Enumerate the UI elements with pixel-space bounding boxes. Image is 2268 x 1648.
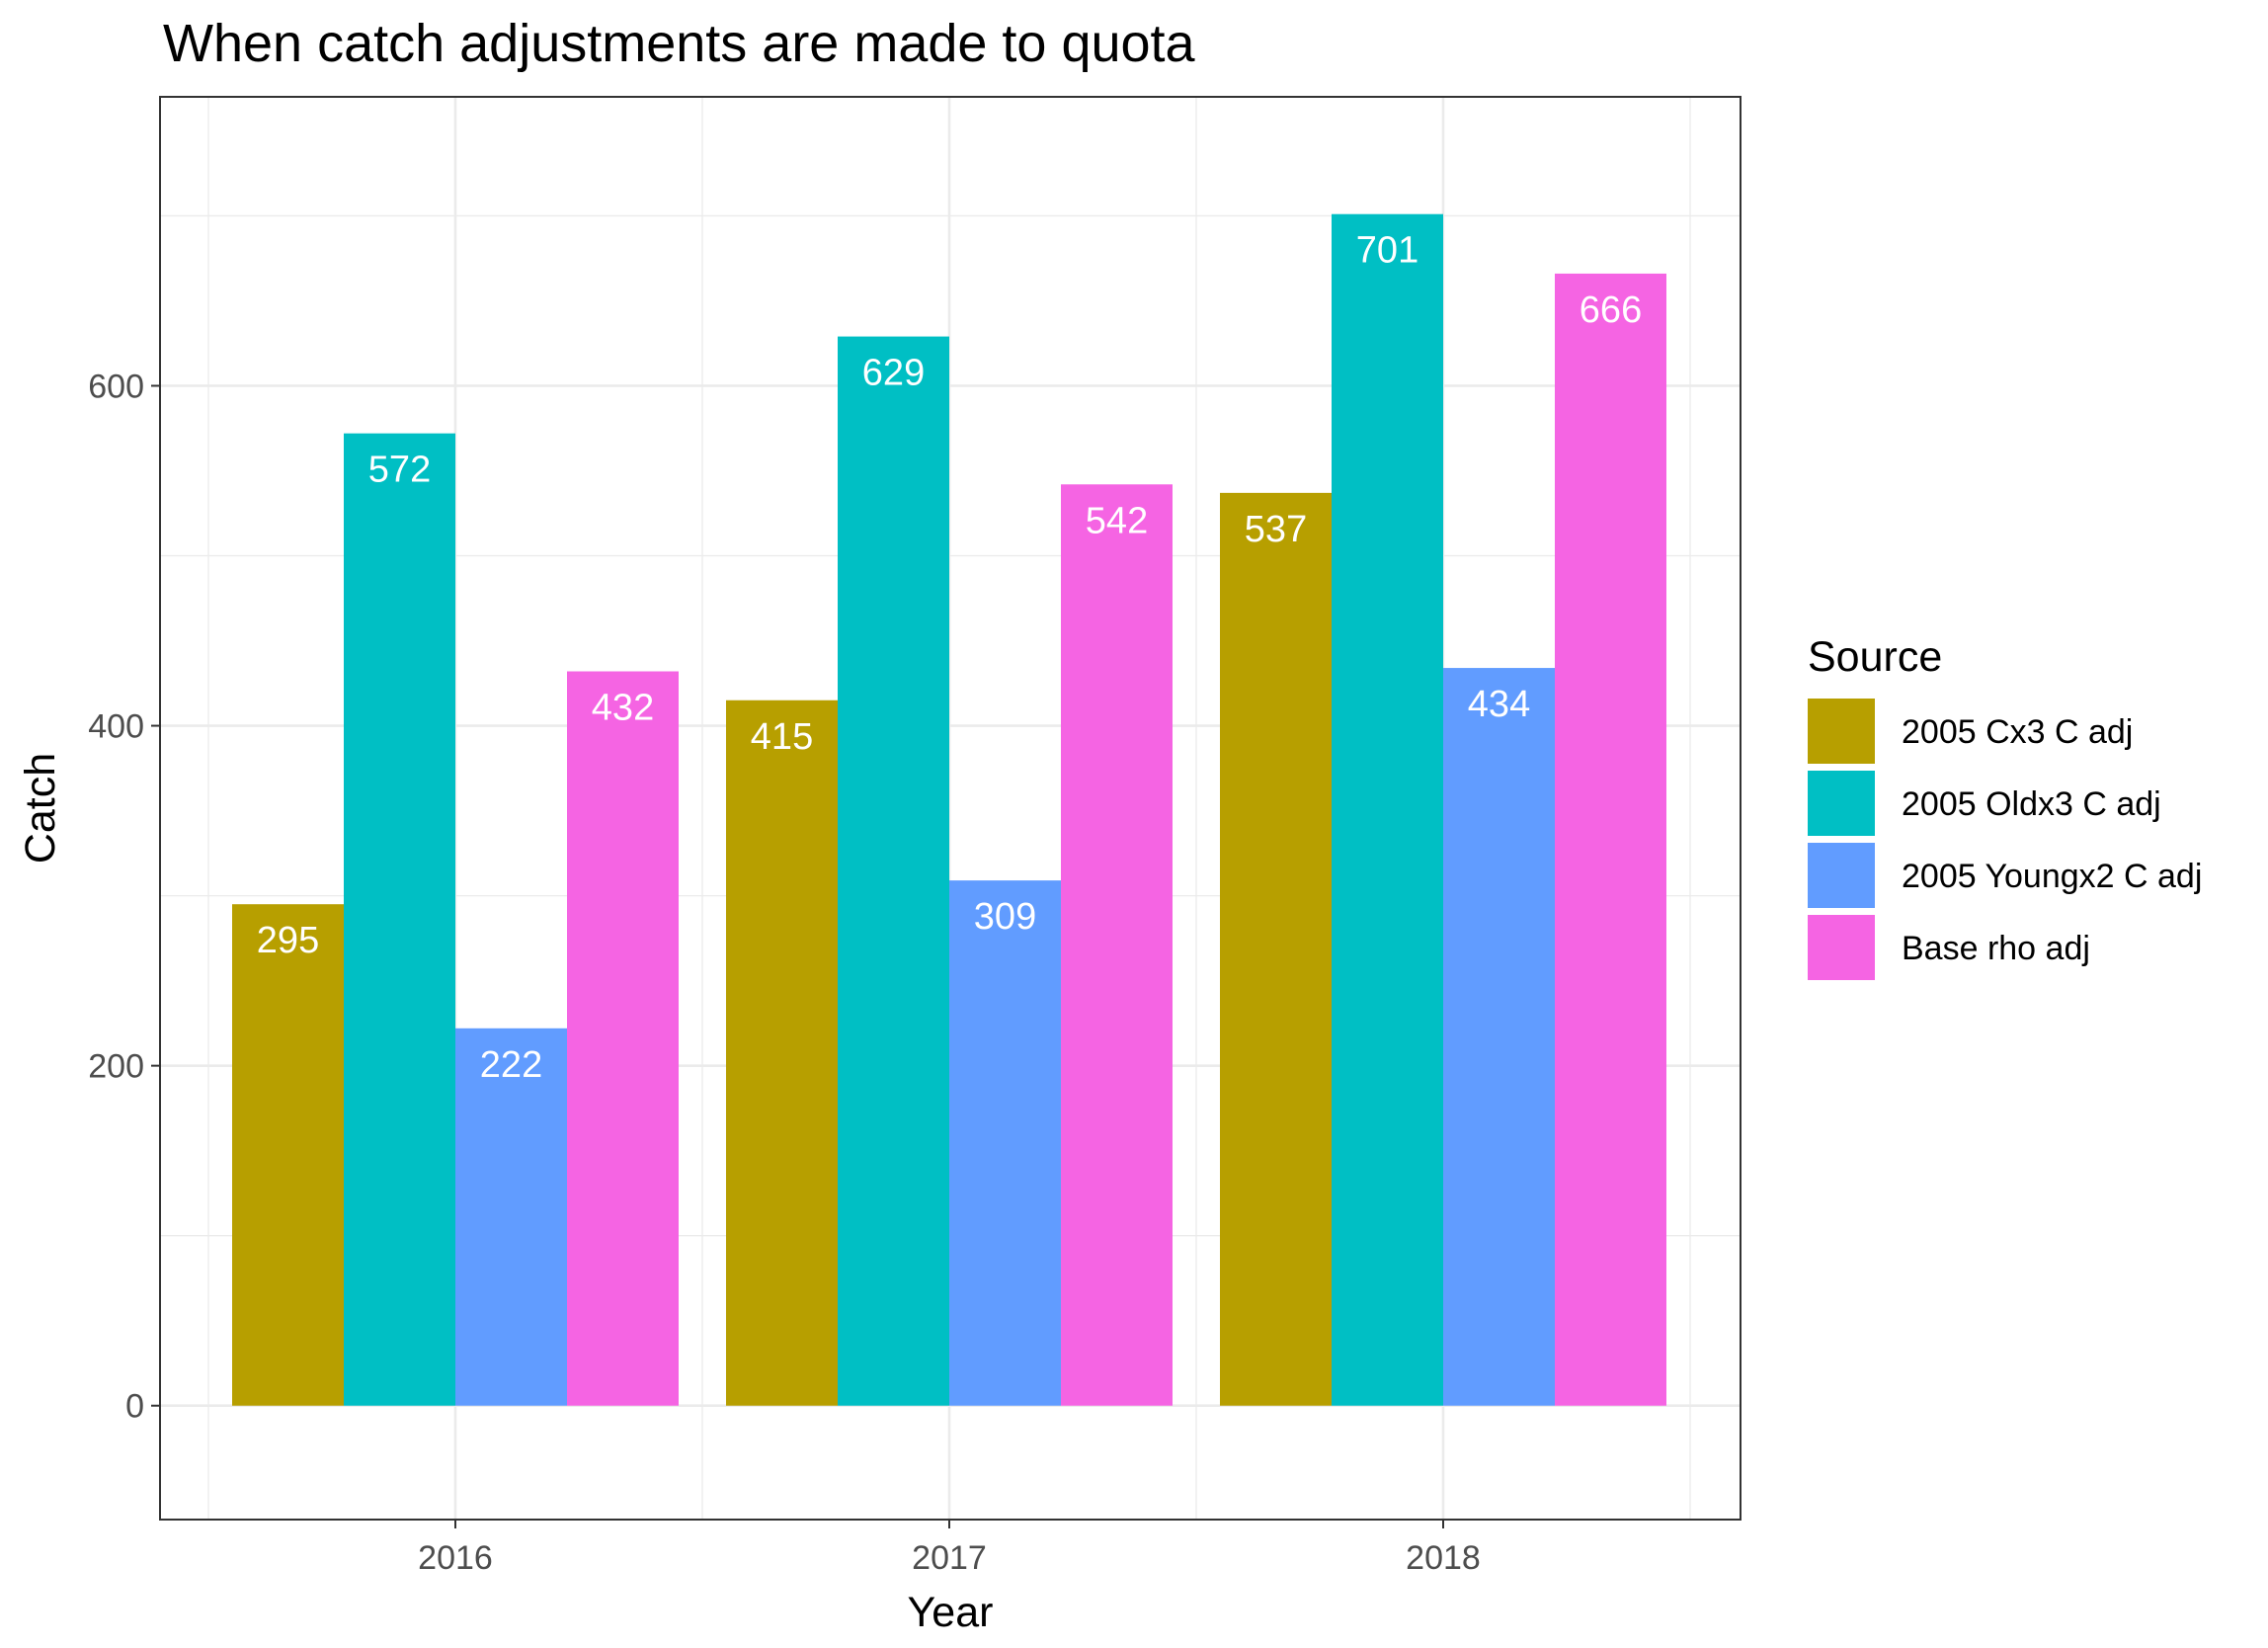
- bar-base-rho-adj-2018: [1555, 273, 1666, 1406]
- legend-key: [1808, 915, 1875, 980]
- bar-2005-oldx3-c-adj-2016: [344, 433, 455, 1406]
- bar-value-label: 701: [1356, 230, 1418, 272]
- legend-label: Base rho adj: [1902, 930, 2090, 967]
- bar-2005-oldx3-c-adj-2018: [1332, 213, 1443, 1406]
- y-tick-label: 0: [125, 1388, 144, 1426]
- legend: Source 2005 Cx3 C adj 2005 Oldx3 C adj 200…: [1808, 633, 2202, 980]
- x-tick-label: 2017: [912, 1539, 987, 1577]
- bar-value-label: 629: [862, 353, 925, 394]
- bar-value-label: 415: [751, 716, 813, 758]
- bar-labels: 295 415 537 572 629 701 222 309 434 432 542 666: [257, 230, 1642, 1086]
- y-tick-label: 600: [88, 368, 144, 405]
- bar-value-label: 666: [1580, 289, 1642, 331]
- bar-2005-oldx3-c-adj-2017: [838, 336, 949, 1406]
- legend-label: 2005 Oldx3 C adj: [1902, 785, 2161, 823]
- legend-key: [1808, 843, 1875, 908]
- bar-base-rho-adj-2017: [1061, 484, 1173, 1406]
- chart-title: When catch adjustments are made to quota: [163, 14, 1196, 73]
- x-axis-title: Year: [908, 1589, 994, 1636]
- bar-value-label: 434: [1468, 684, 1530, 725]
- legend-label: 2005 Cx3 C adj: [1902, 713, 2133, 751]
- legend-title: Source: [1808, 633, 1942, 681]
- y-tick-label: 200: [88, 1048, 144, 1086]
- legend-key: [1808, 699, 1875, 764]
- legend-key: [1808, 771, 1875, 836]
- bar-value-label: 537: [1245, 509, 1307, 550]
- bar-2005-youngx2-c-adj-2017: [949, 880, 1061, 1406]
- bar-2005-youngx2-c-adj-2018: [1443, 668, 1555, 1406]
- x-tick-label: 2018: [1406, 1539, 1481, 1577]
- x-tick-label: 2016: [418, 1539, 493, 1577]
- bars: [232, 213, 1666, 1406]
- axes: 0 200 400 600 2016 2017 2018: [88, 368, 1481, 1577]
- bar-base-rho-adj-2016: [567, 671, 679, 1406]
- bar-value-label: 222: [480, 1044, 542, 1086]
- bar-value-label: 572: [368, 450, 431, 491]
- y-axis-title: Catch: [17, 753, 64, 864]
- bar-2005-cx3-c-adj-2016: [232, 904, 344, 1406]
- bar-value-label: 309: [974, 896, 1036, 938]
- bar-2005-cx3-c-adj-2017: [726, 700, 838, 1406]
- bar-value-label: 295: [257, 920, 319, 961]
- bar-value-label: 542: [1086, 500, 1148, 541]
- legend-label: 2005 Youngx2 C adj: [1902, 858, 2202, 895]
- bar-2005-youngx2-c-adj-2016: [455, 1028, 567, 1406]
- bar-value-label: 432: [592, 688, 654, 729]
- y-tick-label: 400: [88, 708, 144, 746]
- bar-2005-cx3-c-adj-2018: [1220, 492, 1332, 1406]
